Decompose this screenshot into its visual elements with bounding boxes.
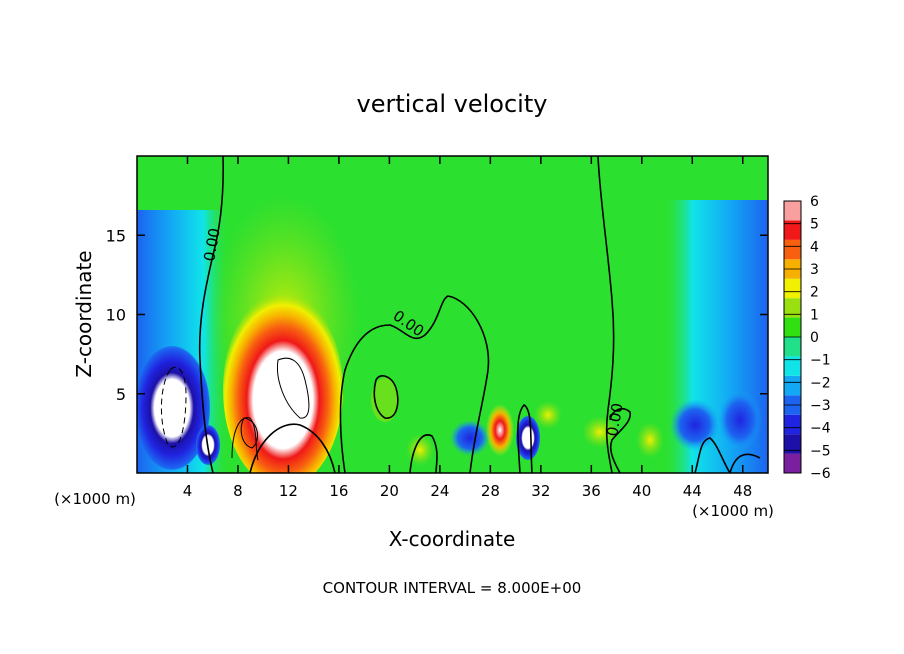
x-tick-label: 4: [183, 482, 193, 500]
x-tick-label: 40: [632, 482, 651, 500]
colorbar-label: 3: [810, 262, 819, 278]
x-tick-label: 48: [733, 482, 752, 500]
heatmap-field: [137, 156, 768, 473]
x-axis: 4 8 12 16 20 24 28 32 36 40 44 48: [183, 156, 752, 500]
x-tick-label: 16: [329, 482, 348, 500]
colorbar-label: 6: [810, 194, 819, 210]
colorbar: 6 5 4 3 2 1 0 −1 −2 −3 −4 −5 −6: [783, 194, 831, 482]
colorbar-swatch: [784, 298, 801, 318]
colorbar-label: −2: [810, 375, 831, 391]
colorbar-swatch: [784, 239, 801, 260]
contour-lines-thin: [160, 357, 310, 461]
colorbar-label: −3: [810, 398, 831, 414]
x-tick-label: 24: [430, 482, 449, 500]
x-unit-right: (×1000 m): [692, 502, 774, 520]
y-tick-label: 10: [106, 306, 126, 325]
colorbar-swatch: [784, 414, 801, 435]
x-tick-label: 36: [582, 482, 601, 500]
colorbar-swatch: [784, 434, 801, 454]
colorbar-label: −1: [810, 353, 831, 369]
x-tick-label: 8: [233, 482, 243, 500]
y-tick-label: 15: [106, 226, 126, 245]
x-unit-left: (×1000 m): [54, 490, 136, 508]
colorbar-label: −6: [810, 466, 831, 482]
x-tick-label: 32: [531, 482, 550, 500]
colorbar-label: 1: [810, 307, 819, 323]
x-axis-label: X-coordinate: [389, 527, 516, 551]
colorbar-label: 0: [810, 330, 819, 346]
chart-title: vertical velocity: [357, 90, 548, 118]
contour-lines: [198, 156, 761, 473]
y-axis: 5 10 15: [106, 226, 768, 404]
y-tick-label: 5: [116, 385, 126, 404]
x-tick-label: 12: [279, 482, 298, 500]
colorbar-label: 5: [810, 217, 819, 233]
colorbar-swatch: [784, 201, 801, 221]
colorbar-swatch: [784, 278, 801, 299]
colorbar-label: 4: [810, 239, 819, 255]
contour-label-left: 0.00: [200, 227, 224, 263]
y-axis-label: Z-coordinate: [72, 250, 96, 377]
colorbar-swatch: [784, 317, 801, 337]
x-tick-label: 20: [380, 482, 399, 500]
colorbar-label: −5: [810, 443, 831, 459]
colorbar-swatch: [784, 356, 801, 376]
contour-label-right: 0.00: [603, 402, 627, 438]
colorbar-swatch: [784, 453, 801, 473]
colorbar-swatch: [784, 375, 801, 396]
colorbar-label: −4: [810, 421, 831, 437]
colorbar-swatch: [784, 337, 801, 357]
contour-interval-note: CONTOUR INTERVAL = 8.000E+00: [323, 579, 582, 597]
colorbar-swatch: [784, 220, 801, 240]
x-tick-label: 28: [481, 482, 500, 500]
colorbar-label: 2: [810, 285, 819, 301]
x-tick-label: 44: [683, 482, 702, 500]
